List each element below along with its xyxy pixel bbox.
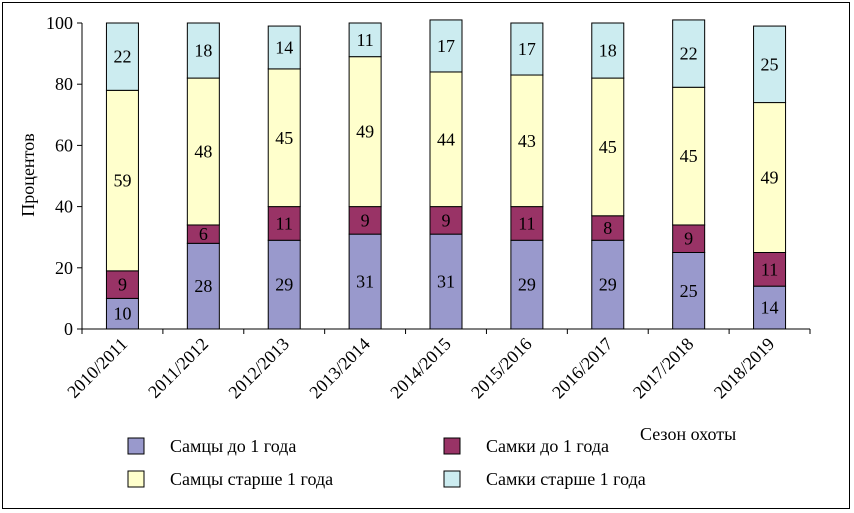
x-tick-label: 2013/2014 <box>305 334 374 403</box>
data-label: 17 <box>518 39 536 59</box>
bar-segment <box>267 25 301 70</box>
data-label: 14 <box>275 37 293 57</box>
bars-layer <box>105 19 787 330</box>
data-label: 49 <box>761 168 779 188</box>
data-label: 59 <box>113 171 131 191</box>
data-label: 22 <box>680 44 698 64</box>
legend-swatch <box>127 470 145 488</box>
data-label: 18 <box>599 41 617 61</box>
y-tick-label: 0 <box>64 319 73 339</box>
legend-swatch <box>443 470 461 488</box>
bar-segment <box>186 242 220 330</box>
data-label: 31 <box>356 272 374 292</box>
legend-label: Самцы до 1 года <box>170 436 296 456</box>
bar-segment <box>591 215 625 241</box>
y-tick-label: 80 <box>55 74 73 94</box>
y-tick-label: 100 <box>46 13 73 33</box>
bar-segment <box>105 22 139 91</box>
data-label: 48 <box>194 142 212 162</box>
data-label: 49 <box>356 122 374 142</box>
data-label: 14 <box>761 298 779 318</box>
bar-segment <box>348 56 382 208</box>
data-label: 29 <box>599 275 617 295</box>
legend-swatch <box>127 437 145 455</box>
data-label: 22 <box>113 47 131 67</box>
bar-segment <box>510 206 544 241</box>
data-label: 45 <box>275 128 293 148</box>
data-label: 11 <box>761 259 778 279</box>
legend-label: Самки до 1 года <box>486 436 609 456</box>
data-label: 28 <box>194 276 212 296</box>
data-label: 45 <box>680 146 698 166</box>
bar-segment <box>267 68 301 208</box>
x-tick-label: 2016/2017 <box>548 334 617 403</box>
bar-segment <box>348 22 382 58</box>
bar-segment <box>348 233 382 330</box>
legend-label: Самки старше 1 года <box>486 469 646 489</box>
x-tick-label: 2018/2019 <box>710 334 779 403</box>
data-label: 29 <box>275 275 293 295</box>
data-label: 17 <box>437 36 455 56</box>
bar-segment <box>591 22 625 79</box>
data-label: 9 <box>684 229 693 249</box>
x-tick-label: 2012/2013 <box>224 334 293 403</box>
bar-segment <box>510 22 544 76</box>
data-label: 31 <box>437 272 455 292</box>
bar-segment <box>753 285 787 330</box>
data-label: 45 <box>599 137 617 157</box>
bar-segment <box>348 206 382 235</box>
bar-segment <box>672 252 706 330</box>
y-axis-title: Процентов <box>18 133 38 216</box>
data-label: 9 <box>118 275 127 295</box>
bar-segment <box>672 86 706 226</box>
data-label: 9 <box>361 210 370 230</box>
bar-segment <box>672 224 706 254</box>
data-label: 8 <box>603 218 612 238</box>
data-label: 9 <box>442 210 451 230</box>
y-tick-label: 40 <box>55 197 73 217</box>
bar-segment <box>591 77 625 217</box>
legend-swatch <box>443 437 461 455</box>
bar-segment <box>753 25 787 104</box>
y-tick-label: 60 <box>55 135 73 155</box>
bar-segment <box>510 74 544 208</box>
data-label: 11 <box>276 213 293 233</box>
data-label: 25 <box>761 54 779 74</box>
data-label: 11 <box>518 213 535 233</box>
labels-layer: 10 9 59 22 28 6 48 18 29 11 45 14 31 9 49 11 31 9 44 17 29 11… <box>113 30 778 324</box>
bar-segment <box>429 233 463 330</box>
x-tick-label: 2010/2011 <box>63 334 131 402</box>
x-tick-label: 2015/2016 <box>467 334 536 403</box>
data-label: 18 <box>194 41 212 61</box>
bar-segment <box>753 102 787 253</box>
bar-segment <box>105 297 139 330</box>
data-label: 11 <box>356 30 373 50</box>
legend: Самцы до 1 года Самки до 1 года Самцы стар… <box>127 436 646 489</box>
bar-segment <box>267 206 301 241</box>
data-label: 29 <box>518 275 536 295</box>
x-axis-title: Сезон охоты <box>640 424 736 444</box>
data-label: 43 <box>518 131 536 151</box>
bar-segment <box>186 22 220 79</box>
x-tick-label: 2014/2015 <box>386 334 455 403</box>
x-tick-label: 2011/2012 <box>144 334 212 402</box>
bar-segment <box>105 270 139 299</box>
bar-segment <box>105 89 139 272</box>
bar-segment <box>186 77 220 226</box>
bar-segment <box>429 206 463 235</box>
x-tick-label: 2017/2018 <box>629 334 698 403</box>
y-tick-label: 20 <box>55 258 73 278</box>
bar-segment <box>429 19 463 73</box>
data-label: 44 <box>437 129 455 149</box>
data-label: 6 <box>199 224 208 244</box>
data-label: 10 <box>113 304 131 324</box>
legend-label: Самцы старше 1 года <box>170 469 333 489</box>
bar-segment <box>672 19 706 88</box>
bar-segment <box>267 239 301 330</box>
data-label: 25 <box>680 281 698 301</box>
